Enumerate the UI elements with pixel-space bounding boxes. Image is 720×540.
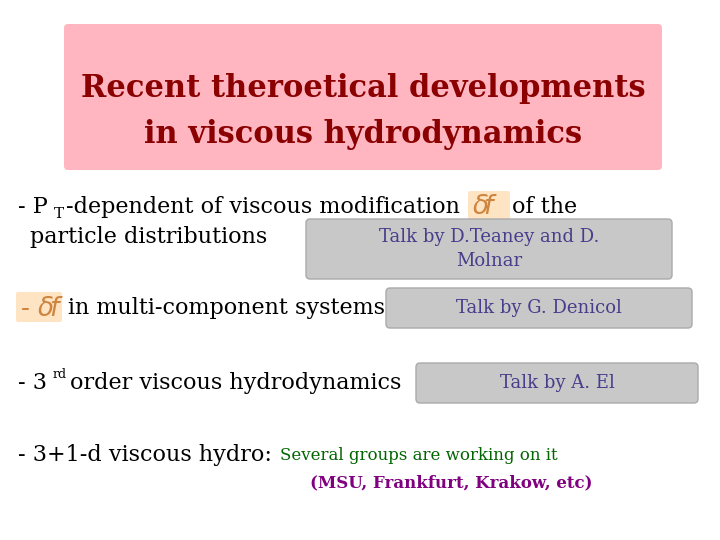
Text: in multi-component systems: in multi-component systems — [68, 297, 385, 319]
Text: Talk by D.Teaney and D.
Molnar: Talk by D.Teaney and D. Molnar — [379, 227, 599, 271]
FancyBboxPatch shape — [16, 292, 62, 322]
Text: - $\delta\!f$: - $\delta\!f$ — [20, 295, 64, 321]
Text: - P: - P — [18, 196, 48, 218]
Text: Talk by A. El: Talk by A. El — [500, 374, 614, 392]
Text: - 3: - 3 — [18, 372, 47, 394]
Text: in viscous hydrodynamics: in viscous hydrodynamics — [144, 119, 582, 151]
FancyBboxPatch shape — [64, 24, 662, 170]
Text: T: T — [54, 207, 64, 221]
FancyBboxPatch shape — [468, 191, 510, 221]
FancyBboxPatch shape — [386, 288, 692, 328]
Text: -dependent of viscous modification: -dependent of viscous modification — [66, 196, 460, 218]
Text: Several groups are working on it: Several groups are working on it — [280, 447, 557, 463]
FancyBboxPatch shape — [416, 363, 698, 403]
Text: (MSU, Frankfurt, Krakow, etc): (MSU, Frankfurt, Krakow, etc) — [310, 475, 593, 491]
FancyBboxPatch shape — [306, 219, 672, 279]
Text: particle distributions: particle distributions — [30, 226, 267, 248]
Text: Recent theroetical developments: Recent theroetical developments — [81, 72, 645, 104]
Text: - 3+1-d viscous hydro:: - 3+1-d viscous hydro: — [18, 444, 272, 466]
Text: Talk by G. Denicol: Talk by G. Denicol — [456, 299, 622, 317]
Text: of the: of the — [512, 196, 577, 218]
Text: $\delta\!f$: $\delta\!f$ — [472, 194, 498, 219]
Text: order viscous hydrodynamics: order viscous hydrodynamics — [70, 372, 401, 394]
Text: rd: rd — [53, 368, 67, 381]
